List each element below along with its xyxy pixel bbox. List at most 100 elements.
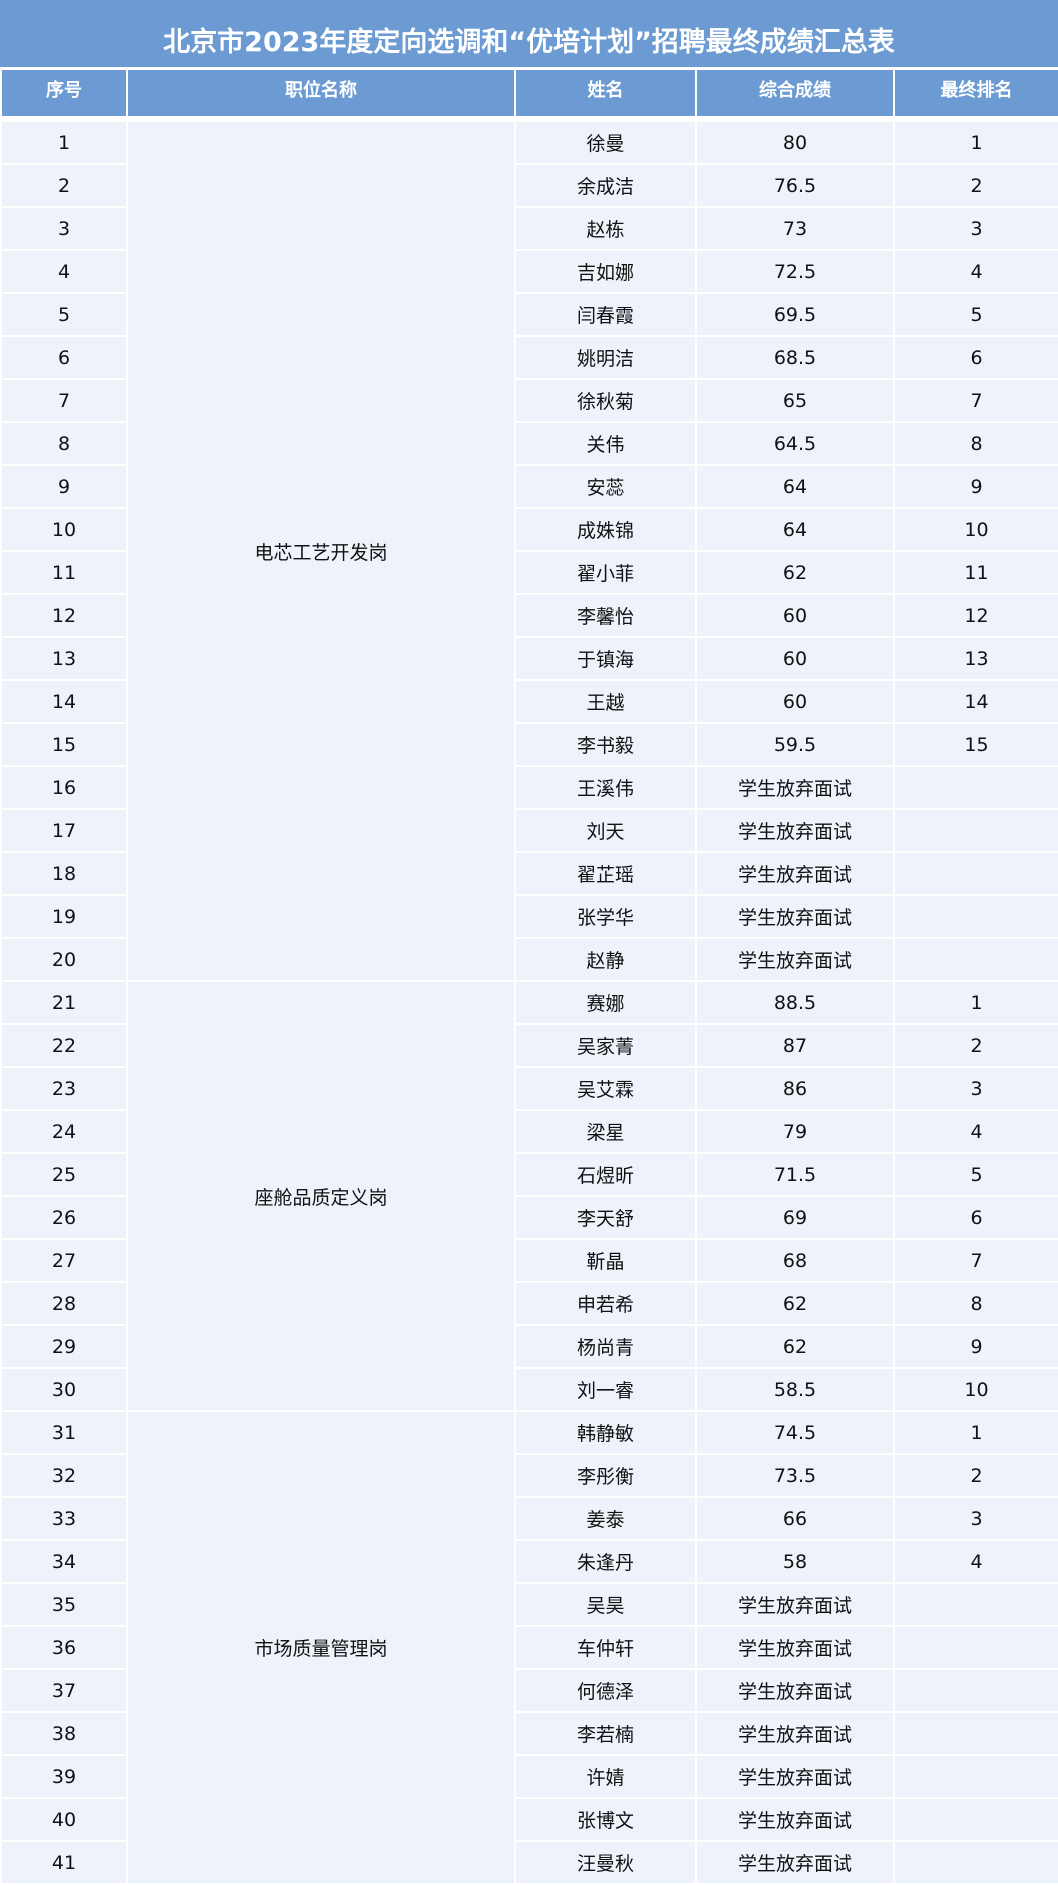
- cell-score: 60: [695, 679, 895, 724]
- cell-rank: 10: [893, 507, 1058, 552]
- cell-name: 张博文: [514, 1797, 697, 1842]
- cell-name: 翟芷瑶: [514, 851, 697, 896]
- cell-no: 32: [0, 1453, 128, 1498]
- cell-no: 29: [0, 1324, 128, 1369]
- table-row: 17 刘天 学生放弃面试: [0, 808, 1058, 853]
- cell-no: 22: [0, 1023, 128, 1068]
- cell-rank: 9: [893, 464, 1058, 509]
- cell-score: 64: [695, 507, 895, 552]
- table-row: 32 李彤衡 73.5 2: [0, 1453, 1058, 1498]
- cell-rank: 15: [893, 722, 1058, 767]
- cell-score: 66: [695, 1496, 895, 1541]
- table-row: 19 张学华 学生放弃面试: [0, 894, 1058, 939]
- spacer: [1, 117, 1058, 121]
- cell-rank: [893, 1711, 1058, 1756]
- cell-rank: [893, 937, 1058, 982]
- table-row: 25 石煜昕 71.5 5: [0, 1152, 1058, 1197]
- cell-name: 何德泽: [514, 1668, 697, 1713]
- cell-score: 80: [695, 120, 895, 165]
- cell-name: 姚明洁: [514, 335, 697, 380]
- cell-score: 58.5: [695, 1367, 895, 1412]
- cell-name: 李馨怡: [514, 593, 697, 638]
- cell-name: 吴艾霖: [514, 1066, 697, 1111]
- table-row: 35 吴昊 学生放弃面试: [0, 1582, 1058, 1627]
- table-row: 24 梁星 79 4: [0, 1109, 1058, 1154]
- table-row: 9 安蕊 64 9: [0, 464, 1058, 509]
- cell-score: 71.5: [695, 1152, 895, 1197]
- cell-position: 市场质量管理岗: [126, 1410, 516, 1885]
- table-row: 12 李馨怡 60 12: [0, 593, 1058, 638]
- table-row: 37 何德泽 学生放弃面试: [0, 1668, 1058, 1713]
- table-row: 20 赵静 学生放弃面试: [0, 937, 1058, 982]
- cell-rank: [893, 765, 1058, 810]
- cell-no: 17: [0, 808, 128, 853]
- cell-name: 成姝锦: [514, 507, 697, 552]
- cell-score: 86: [695, 1066, 895, 1111]
- cell-rank: 14: [893, 679, 1058, 724]
- table-row: 6 姚明洁 68.5 6: [0, 335, 1058, 380]
- cell-score: 87: [695, 1023, 895, 1068]
- cell-score: 68: [695, 1238, 895, 1283]
- cell-name: 于镇海: [514, 636, 697, 681]
- cell-no: 4: [0, 249, 128, 294]
- cell-score: 64.5: [695, 421, 895, 466]
- cell-no: 3: [0, 206, 128, 251]
- table-row: 40 张博文 学生放弃面试: [0, 1797, 1058, 1842]
- cell-rank: 12: [893, 593, 1058, 638]
- cell-no: 2: [0, 163, 128, 208]
- table-row: 36 车仲轩 学生放弃面试: [0, 1625, 1058, 1670]
- cell-no: 10: [0, 507, 128, 552]
- table-row: 30 刘一睿 58.5 10: [0, 1367, 1058, 1412]
- cell-score: 74.5: [695, 1410, 895, 1455]
- cell-name: 李书毅: [514, 722, 697, 767]
- table-row: 16 王溪伟 学生放弃面试: [0, 765, 1058, 810]
- table-row: 23 吴艾霖 86 3: [0, 1066, 1058, 1111]
- cell-score: 65: [695, 378, 895, 423]
- table-row: 13 于镇海 60 13: [0, 636, 1058, 681]
- table-row: 31 市场质量管理岗 韩静敏 74.5 1: [0, 1410, 1058, 1885]
- cell-name: 王越: [514, 679, 697, 724]
- cell-score: 69: [695, 1195, 895, 1240]
- header-rank: 最终排名: [893, 70, 1058, 118]
- cell-score: 学生放弃面试: [695, 1797, 895, 1842]
- cell-rank: 7: [893, 1238, 1058, 1283]
- cell-no: 40: [0, 1797, 128, 1842]
- cell-no: 26: [0, 1195, 128, 1240]
- cell-rank: 4: [893, 1539, 1058, 1584]
- cell-score: 学生放弃面试: [695, 1582, 895, 1627]
- cell-name: 杨尚青: [514, 1324, 697, 1369]
- cell-no: 25: [0, 1152, 128, 1197]
- cell-no: 27: [0, 1238, 128, 1283]
- table-row: 21 座舱品质定义岗 赛娜 88.5 1: [0, 980, 1058, 1412]
- cell-no: 18: [0, 851, 128, 896]
- cell-no: 14: [0, 679, 128, 724]
- cell-rank: 6: [893, 1195, 1058, 1240]
- cell-name: 赛娜: [514, 980, 697, 1025]
- table-row: 33 姜泰 66 3: [0, 1496, 1058, 1541]
- cell-score: 58: [695, 1539, 895, 1584]
- table-row: 38 李若楠 学生放弃面试: [0, 1711, 1058, 1756]
- cell-rank: 5: [893, 292, 1058, 337]
- cell-score: 62: [695, 550, 895, 595]
- cell-name: 闫春霞: [514, 292, 697, 337]
- cell-name: 朱逢丹: [514, 1539, 697, 1584]
- cell-no: 39: [0, 1754, 128, 1799]
- cell-score: 62: [695, 1324, 895, 1369]
- cell-no: 16: [0, 765, 128, 810]
- header-row: 序号 职位名称 姓名 综合成绩 最终排名: [0, 70, 1058, 118]
- cell-name: 王溪伟: [514, 765, 697, 810]
- cell-no: 19: [0, 894, 128, 939]
- cell-no: 8: [0, 421, 128, 466]
- cell-score: 68.5: [695, 335, 895, 380]
- cell-no: 6: [0, 335, 128, 380]
- cell-position: 电芯工艺开发岗: [126, 120, 516, 982]
- cell-no: 34: [0, 1539, 128, 1584]
- title-text: 北京市2023年度定向选调和“优培计划”招聘最终成绩汇总表: [163, 27, 895, 58]
- cell-no: 37: [0, 1668, 128, 1713]
- table-row: 3 赵栋 73 3: [0, 206, 1058, 251]
- header-name: 姓名: [514, 70, 697, 118]
- cell-name: 翟小菲: [514, 550, 697, 595]
- cell-name: 徐秋菊: [514, 378, 697, 423]
- table-body: 1 电芯工艺开发岗 徐曼 80 1 2 余成洁 76.5 2 3 赵栋 73 3 4 吉如娜 72.5 4 5 闫春…: [0, 117, 1058, 1885]
- cell-rank: [893, 1754, 1058, 1799]
